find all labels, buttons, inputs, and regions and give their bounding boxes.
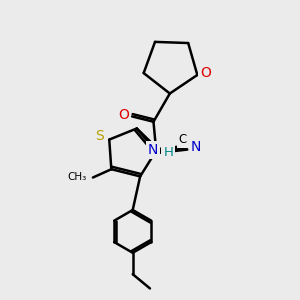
Text: CH₃: CH₃ xyxy=(67,172,86,182)
Text: N: N xyxy=(191,140,201,154)
Text: O: O xyxy=(200,67,211,80)
Text: N: N xyxy=(148,143,158,157)
Text: C: C xyxy=(178,133,187,146)
Text: S: S xyxy=(95,129,104,143)
Text: H: H xyxy=(164,146,173,159)
Text: O: O xyxy=(118,108,129,122)
